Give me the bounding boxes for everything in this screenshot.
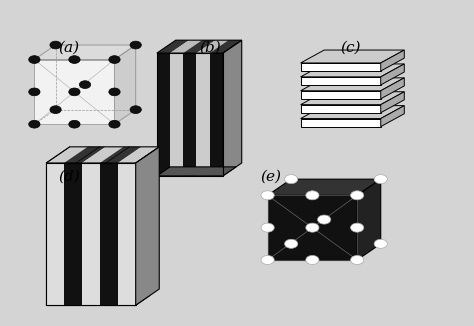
Polygon shape <box>35 45 136 60</box>
Circle shape <box>109 120 120 128</box>
Circle shape <box>69 56 80 64</box>
Circle shape <box>306 223 319 232</box>
Polygon shape <box>46 147 88 163</box>
Polygon shape <box>301 78 404 91</box>
Circle shape <box>69 120 80 128</box>
Polygon shape <box>301 50 404 63</box>
Circle shape <box>318 215 331 224</box>
Text: (e): (e) <box>261 170 282 184</box>
Polygon shape <box>136 147 159 305</box>
Polygon shape <box>301 92 404 105</box>
Circle shape <box>374 239 387 248</box>
Polygon shape <box>301 106 404 119</box>
Circle shape <box>79 81 91 88</box>
Polygon shape <box>157 40 189 53</box>
Polygon shape <box>197 53 210 176</box>
Polygon shape <box>381 92 404 113</box>
Polygon shape <box>301 119 381 126</box>
Circle shape <box>284 239 298 248</box>
Polygon shape <box>183 40 215 53</box>
Polygon shape <box>157 53 170 176</box>
Polygon shape <box>35 60 115 124</box>
Polygon shape <box>64 163 82 305</box>
Polygon shape <box>46 163 136 305</box>
Circle shape <box>306 191 319 200</box>
Polygon shape <box>381 64 404 85</box>
Polygon shape <box>82 147 123 163</box>
Polygon shape <box>381 78 404 99</box>
Circle shape <box>261 191 274 200</box>
Circle shape <box>69 88 80 96</box>
Circle shape <box>351 223 364 232</box>
Circle shape <box>50 41 61 49</box>
Polygon shape <box>301 91 381 99</box>
Text: (a): (a) <box>58 40 79 54</box>
Polygon shape <box>82 163 100 305</box>
Circle shape <box>109 88 120 96</box>
Circle shape <box>130 106 141 113</box>
Circle shape <box>351 191 364 200</box>
Polygon shape <box>100 147 141 163</box>
Polygon shape <box>197 40 228 53</box>
Polygon shape <box>381 106 404 126</box>
Circle shape <box>306 256 319 264</box>
Text: (d): (d) <box>58 170 80 184</box>
Polygon shape <box>210 40 242 53</box>
Polygon shape <box>118 163 136 305</box>
Polygon shape <box>210 53 223 176</box>
Polygon shape <box>46 296 150 305</box>
Circle shape <box>29 88 40 96</box>
Polygon shape <box>64 147 106 163</box>
Circle shape <box>351 256 364 264</box>
Text: (b): (b) <box>199 40 221 54</box>
Circle shape <box>29 120 40 128</box>
Polygon shape <box>268 195 357 260</box>
Circle shape <box>284 175 298 184</box>
Circle shape <box>109 56 120 64</box>
Polygon shape <box>301 64 404 77</box>
Polygon shape <box>157 167 236 176</box>
Circle shape <box>261 223 274 232</box>
Polygon shape <box>381 50 404 71</box>
Polygon shape <box>170 40 202 53</box>
Polygon shape <box>183 53 197 176</box>
Polygon shape <box>118 147 159 163</box>
Polygon shape <box>301 105 381 113</box>
Polygon shape <box>357 179 381 260</box>
Polygon shape <box>301 77 381 85</box>
Polygon shape <box>115 45 136 124</box>
Circle shape <box>29 56 40 64</box>
Circle shape <box>130 41 141 49</box>
Polygon shape <box>223 40 242 176</box>
Polygon shape <box>301 63 381 71</box>
Polygon shape <box>100 163 118 305</box>
Circle shape <box>50 106 61 113</box>
Polygon shape <box>170 53 183 176</box>
Polygon shape <box>268 179 381 195</box>
Circle shape <box>261 256 274 264</box>
Circle shape <box>374 175 387 184</box>
Text: (c): (c) <box>341 40 361 54</box>
Polygon shape <box>46 163 64 305</box>
